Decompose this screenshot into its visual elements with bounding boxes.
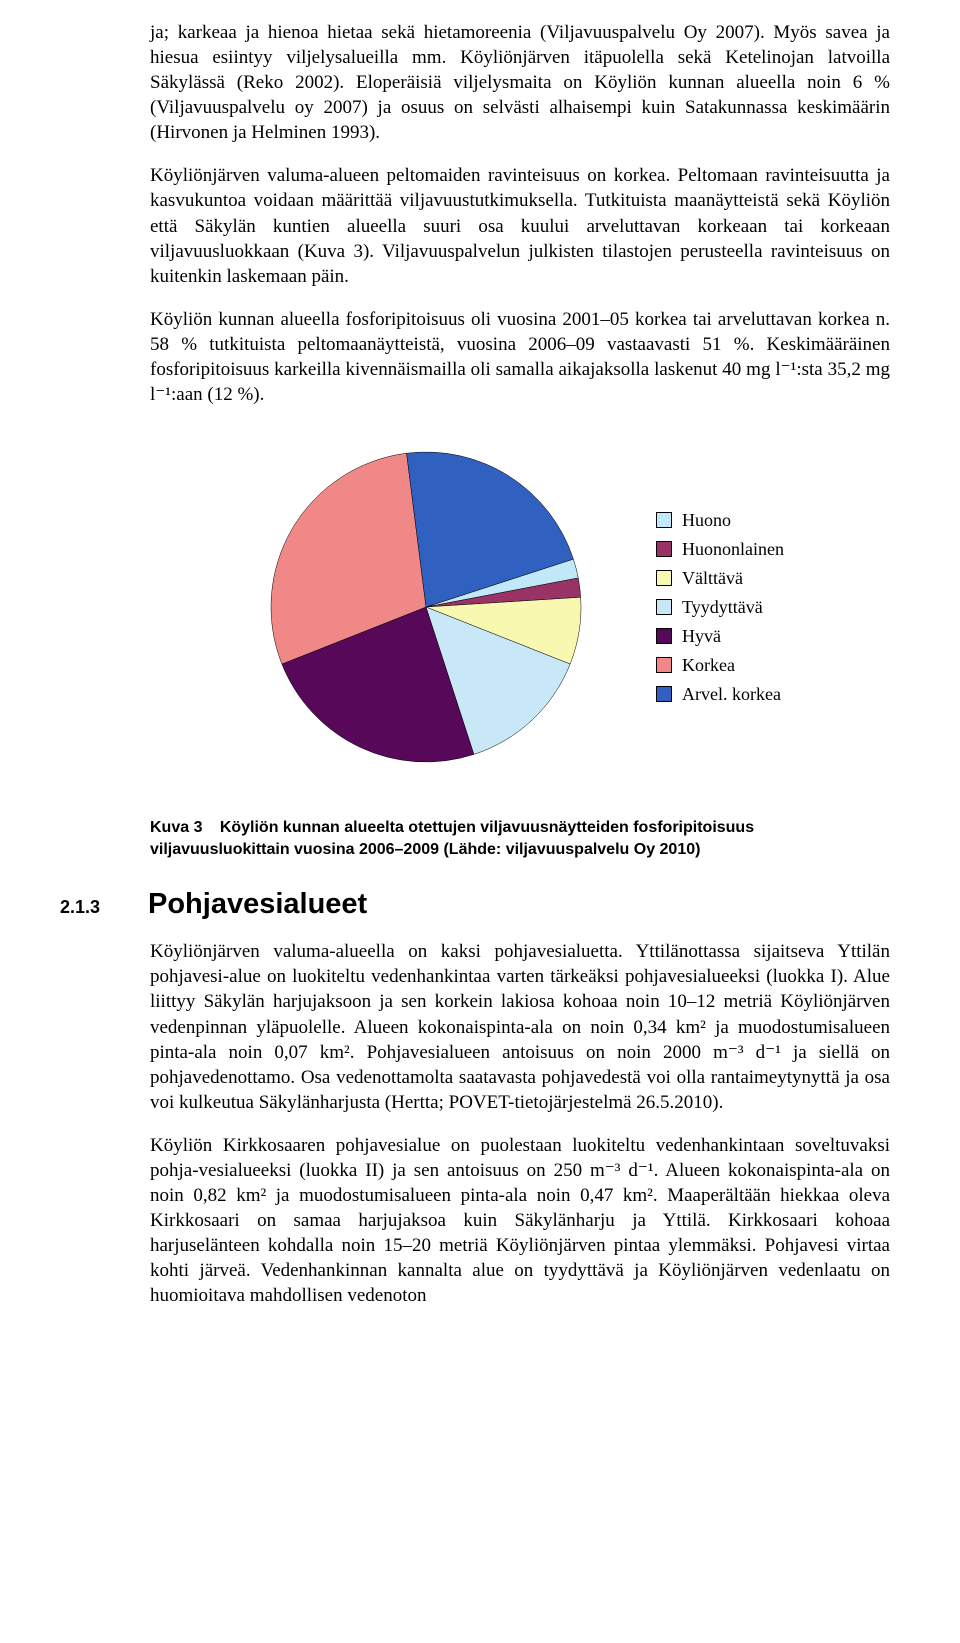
legend-item: Arvel. korkea [656, 684, 784, 705]
legend-swatch [656, 628, 672, 644]
legend-swatch [656, 599, 672, 615]
section-title: Pohjavesialueet [148, 888, 367, 921]
paragraph: Köyliön kunnan alueella fosforipitoisuus… [150, 307, 890, 407]
section-number: 2.1.3 [60, 897, 148, 918]
legend-item: Korkea [656, 655, 784, 676]
pie-chart-figure: Huono Huononlainen Välttävä Tyydyttävä Hyvä K… [150, 437, 890, 777]
legend-swatch [656, 686, 672, 702]
legend-item: Hyvä [656, 626, 784, 647]
legend-label: Huono [682, 510, 731, 531]
paragraph: Köyliön Kirkkosaaren pohjavesialue on pu… [150, 1133, 890, 1309]
pie-chart [256, 437, 596, 777]
paragraph: Köyliönjärven valuma-alueella on kaksi p… [150, 939, 890, 1115]
legend-label: Tyydyttävä [682, 597, 763, 618]
legend-label: Huononlainen [682, 539, 784, 560]
legend-item: Huono [656, 510, 784, 531]
caption-lead: Kuva 3 [150, 819, 202, 836]
paragraph: ja; karkeaa ja hienoa hietaa sekä hietam… [150, 20, 890, 145]
legend-item: Välttävä [656, 568, 784, 589]
legend-item: Huononlainen [656, 539, 784, 560]
legend-label: Hyvä [682, 626, 721, 647]
legend-swatch [656, 541, 672, 557]
legend-label: Arvel. korkea [682, 684, 781, 705]
caption-text: Köyliön kunnan alueelta otettujen viljav… [150, 819, 754, 858]
legend-item: Tyydyttävä [656, 597, 784, 618]
paragraph: Köyliönjärven valuma-alueen peltomaiden … [150, 163, 890, 288]
legend-label: Korkea [682, 655, 735, 676]
legend-swatch [656, 657, 672, 673]
document-page: ja; karkeaa ja hienoa hietaa sekä hietam… [0, 0, 960, 1366]
legend-label: Välttävä [682, 568, 743, 589]
legend-swatch [656, 570, 672, 586]
figure-caption: Kuva 3 Köyliön kunnan alueelta otettujen… [150, 817, 890, 860]
chart-legend: Huono Huononlainen Välttävä Tyydyttävä Hyvä K… [656, 510, 784, 705]
section-heading: 2.1.3 Pohjavesialueet [60, 888, 890, 921]
legend-swatch [656, 512, 672, 528]
